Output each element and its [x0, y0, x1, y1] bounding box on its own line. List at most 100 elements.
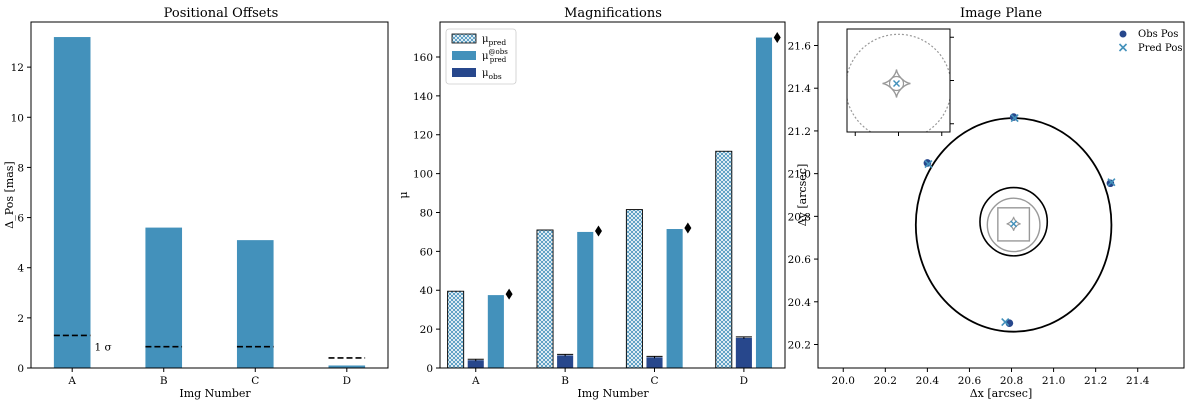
xtick-label: 21.4 [1126, 375, 1150, 387]
mag-bar-pred-A [447, 290, 465, 369]
legend-marker-pred-pos [1118, 43, 1128, 52]
mag-bar-pred-B [536, 229, 554, 369]
image-plane-title: Image Plane [960, 6, 1042, 21]
ytick-label: 21.2 [788, 126, 811, 138]
cross-stroke [1010, 114, 1019, 123]
offset-bar-B [145, 227, 183, 368]
positional-offsets-title: Positional Offsets [164, 6, 279, 21]
ytick-label: 160 [413, 52, 433, 64]
caustic-square [997, 207, 1031, 242]
xtick-label: 20.0 [832, 375, 855, 387]
cross-stroke [1010, 220, 1018, 228]
legend-label-mu-pred-obs: μ@obs pred [482, 48, 508, 64]
cross-stroke [893, 80, 900, 87]
ytick-label: 10 [11, 112, 24, 124]
xtick-label-C: C [251, 375, 259, 387]
positional-offsets-xlabel: Img Number [179, 387, 251, 400]
diamond-marker-C [684, 222, 692, 234]
ytick-label: 20.4 [788, 297, 812, 309]
ytick-label: 100 [413, 169, 433, 181]
ytick-label: 20.2 [788, 340, 811, 352]
ytick-label: 80 [420, 207, 433, 219]
ytick-label: 12 [11, 62, 24, 74]
ytick-label: 60 [420, 246, 433, 258]
ytick-label: 40 [420, 285, 433, 297]
ytick-label: 140 [413, 91, 433, 103]
xtick-label-A: A [471, 375, 480, 387]
positional-offsets-axes [30, 21, 389, 369]
image-plane-xlabel: Δx [arcsec] [970, 387, 1033, 400]
sigma-label: 1 σ [95, 341, 112, 353]
image-plane-inset [846, 28, 954, 136]
image-plane-panel: Image Plane 20.0 20.2 20.4 20.6 20.8 21.0 21.2… [788, 6, 1185, 400]
mag-bar-obs-D [735, 337, 752, 368]
xtick-label: 21.2 [1084, 375, 1107, 387]
positional-offsets-ylabel: Δ_Pos [mas] [3, 161, 16, 228]
cross-stroke [1001, 318, 1010, 327]
legend-marker-obs-pos [1119, 30, 1127, 38]
ytick-label: 6 [17, 213, 24, 225]
diamond-marker-B [594, 225, 602, 237]
offset-bar-C [236, 240, 274, 368]
inset-inner-ring [888, 75, 905, 92]
cross-stroke [1107, 178, 1116, 187]
ytick-label: 20.6 [788, 254, 812, 266]
inset-caustic-astroid [882, 69, 911, 98]
diamond-marker-D [773, 32, 781, 44]
ytick-label: 20.8 [788, 211, 811, 223]
offset-bar-A [53, 37, 91, 368]
pred-pos-point [924, 159, 933, 169]
caustic-astroid [1006, 216, 1021, 231]
offset-bar-D [328, 365, 366, 368]
magnifications-ylabel: μ [397, 191, 410, 198]
xtick-label: 20.6 [958, 375, 982, 387]
xtick-label-D: D [343, 375, 351, 387]
mag-bar-obs-B [557, 355, 574, 368]
xtick-label: 20.4 [916, 375, 940, 387]
ytick-label: 21.6 [788, 40, 812, 52]
source-marker [1010, 220, 1018, 228]
xtick-label-C: C [650, 375, 658, 387]
mag-bar-pred-C [625, 209, 643, 369]
positional-offsets-panel: Positional Offsets 1 σ A B C D 0 2 4 6 8 10 12 Img … [3, 6, 389, 400]
mag-bar-pred-obs-C [666, 229, 683, 368]
image-plane-ylabel: Δy [arcsec] [796, 164, 809, 227]
magnifications-title: Magnifications [564, 6, 662, 21]
legend-label-mu-pred: μpred [482, 34, 506, 47]
pred-pos-point [1010, 114, 1019, 123]
image-plane-legend: Obs Pos Pred Pos [1118, 29, 1182, 54]
xtick-label-B: B [160, 375, 168, 387]
inset-source-marker [893, 80, 900, 87]
cross-stroke [924, 159, 933, 169]
xtick-label-A: A [67, 375, 76, 387]
legend-swatch-mu-pred-obs [452, 51, 476, 60]
legend-label-obs-pos: Obs Pos [1138, 29, 1178, 40]
mag-bar-pred-obs-B [577, 231, 594, 368]
magnifications-axes [439, 21, 786, 369]
inset-caustic-circle [847, 33, 950, 132]
magnifications-xlabel: Img Number [577, 387, 649, 400]
xtick-label: 20.2 [874, 375, 897, 387]
caustic-circle [986, 197, 1041, 253]
legend-label-mu-obs: μobs [482, 68, 502, 81]
ytick-label: 0 [426, 363, 433, 375]
ytick-label: 2 [17, 313, 24, 325]
pred-pos-point [1107, 178, 1116, 187]
ytick-label: 8 [17, 162, 24, 174]
image-plane-axes [817, 21, 1185, 369]
xtick-label: 21.0 [1042, 375, 1065, 387]
ytick-label: 20 [420, 324, 433, 336]
magnifications-panel: Magnifications A B C D 0 20 40 60 80 100 120 140 160… [397, 6, 786, 400]
legend-swatch-mu-obs [452, 68, 476, 77]
ytick-label: 4 [17, 263, 24, 275]
magnifications-legend: μpred μ@obs pred μobs [445, 28, 517, 85]
ytick-label: 0 [17, 363, 24, 375]
xtick-label: 20.8 [1000, 375, 1023, 387]
diamond-marker-A [505, 288, 513, 300]
ytick-label: 21.4 [788, 83, 812, 95]
pred-pos-point [1001, 318, 1010, 327]
mag-bar-pred-D [715, 150, 733, 369]
mag-bar-obs-C [646, 357, 663, 368]
legend-label-pred-pos: Pred Pos [1138, 43, 1182, 54]
